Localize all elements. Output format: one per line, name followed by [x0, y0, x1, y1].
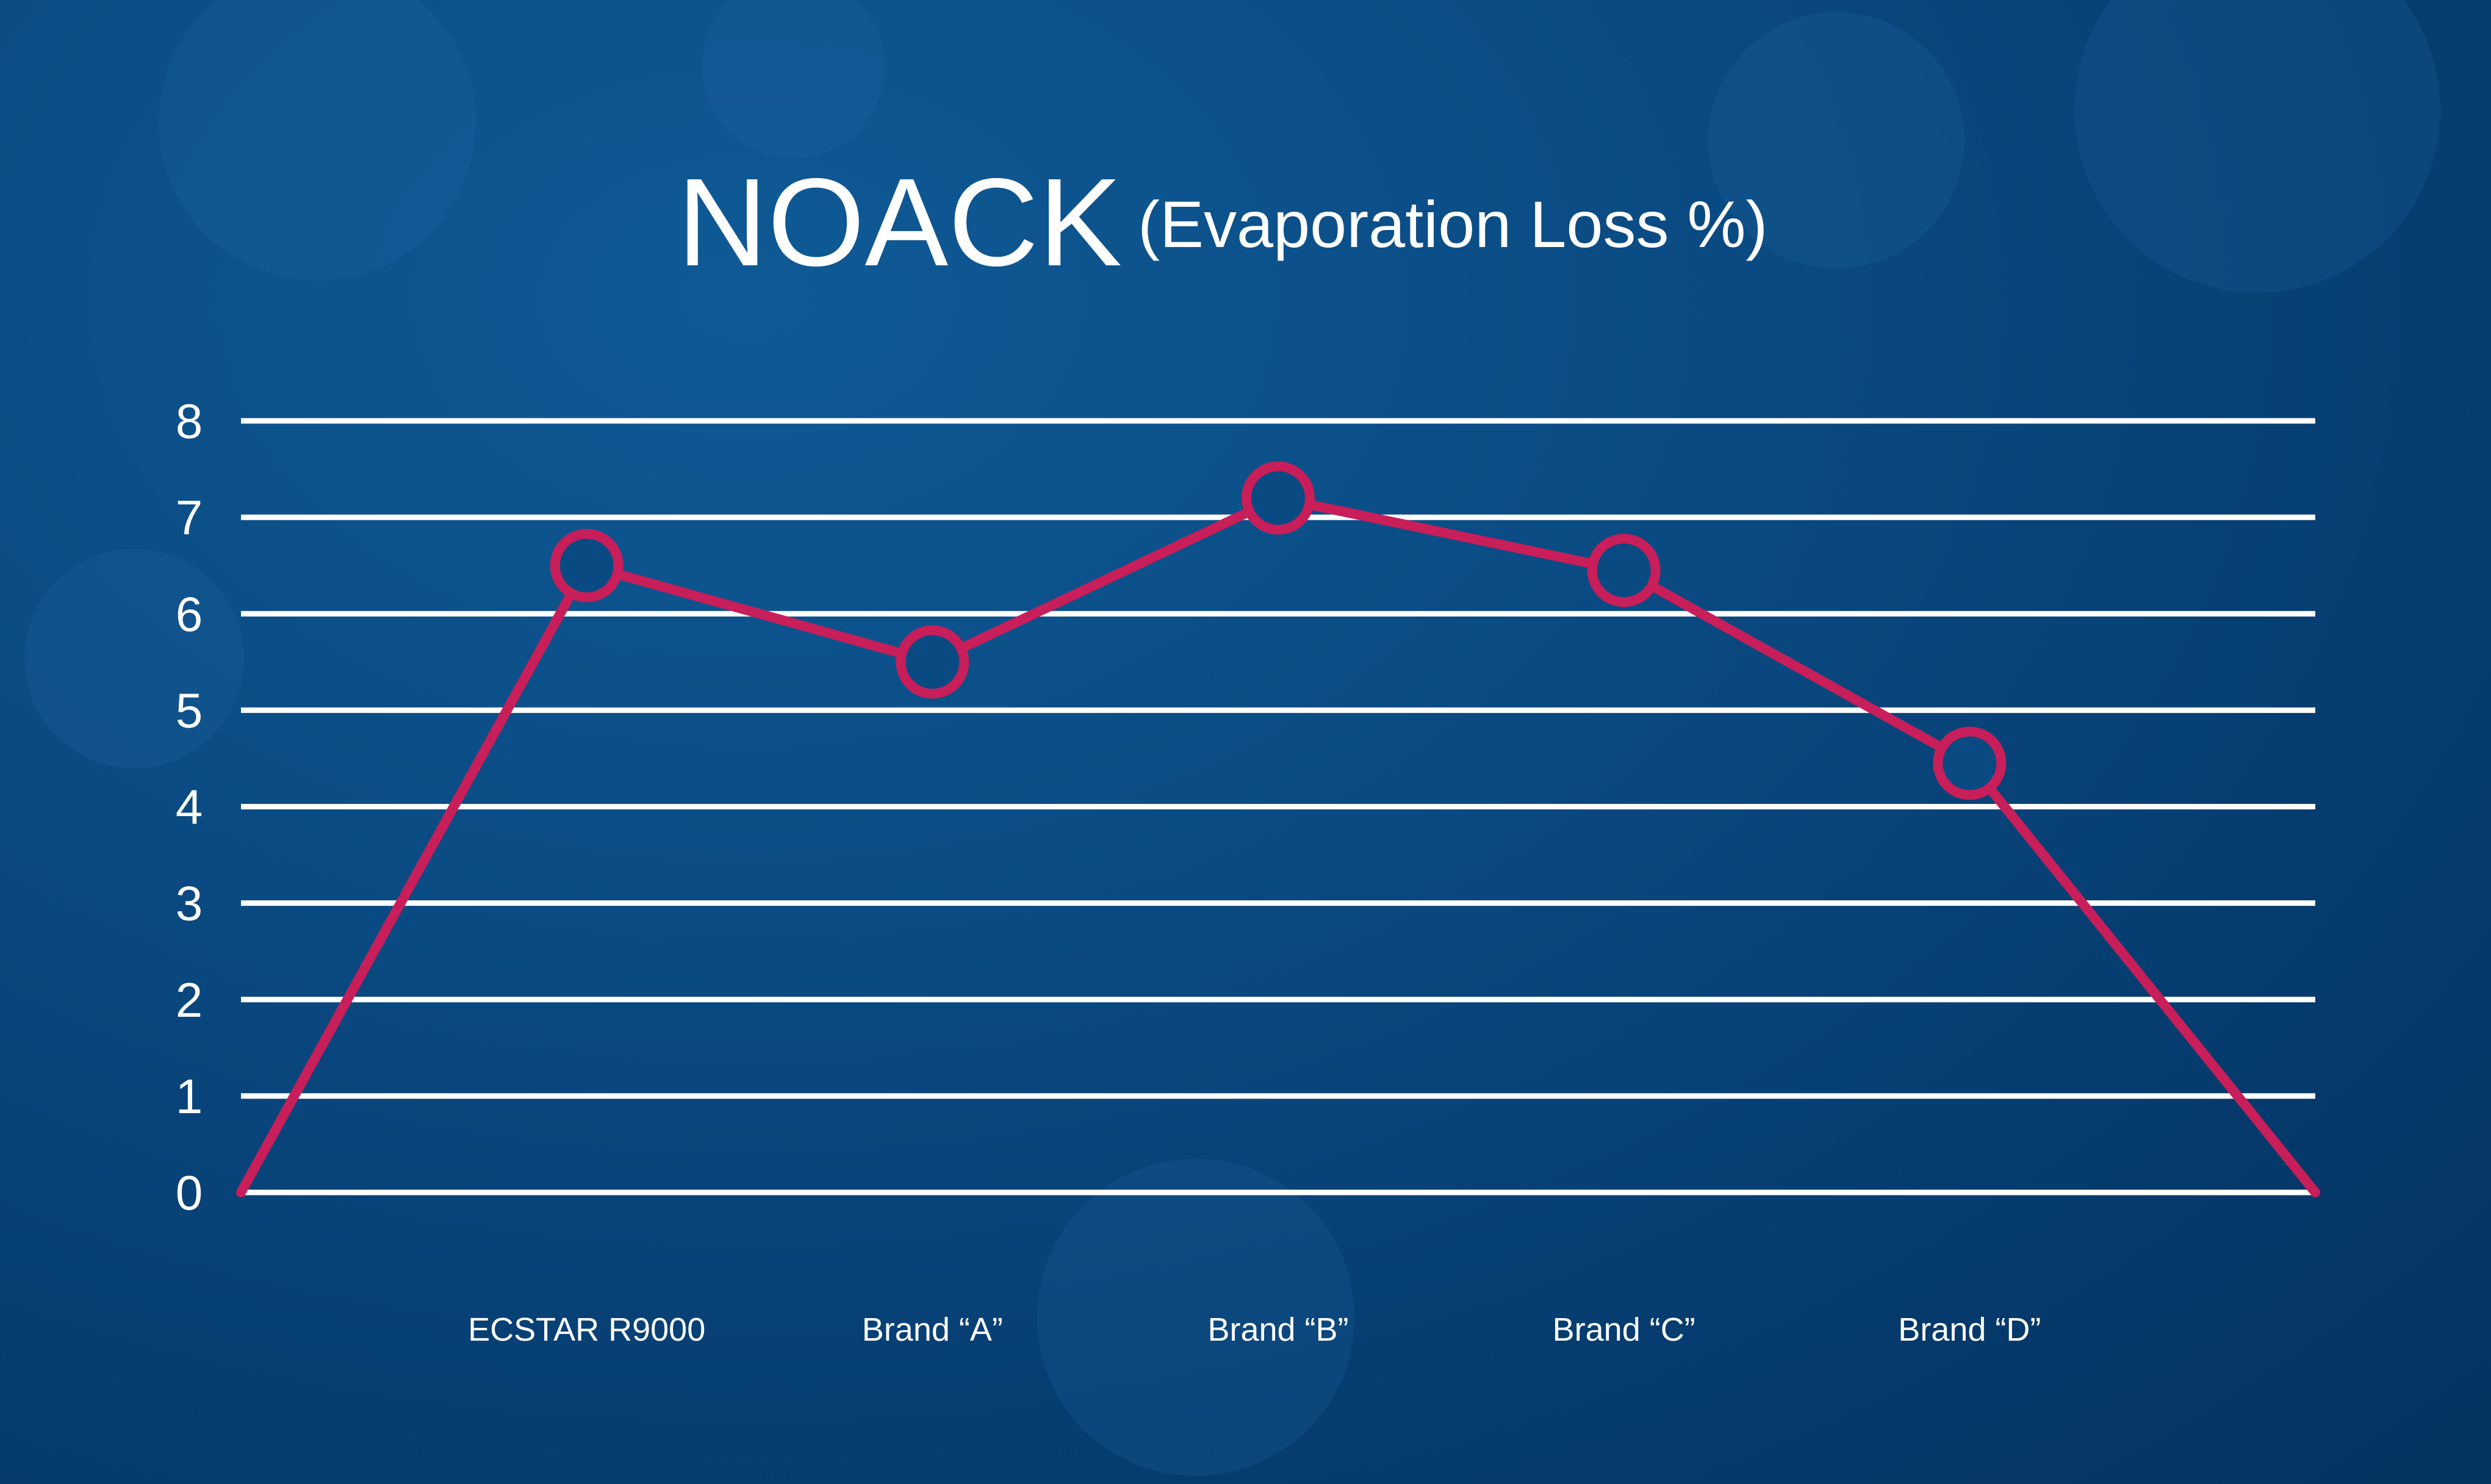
data-series — [236, 461, 2320, 1197]
y-tick-label: 6 — [176, 587, 203, 641]
bokeh-circle — [24, 549, 244, 769]
chart-title: NOACK — [677, 152, 1122, 292]
y-tick-label: 3 — [176, 876, 203, 931]
series-line — [236, 493, 2320, 1197]
y-tick-label: 2 — [176, 973, 203, 1027]
y-tick-label: 4 — [176, 780, 203, 834]
bokeh-circle — [702, 0, 885, 159]
x-tick-label: Brand “C” — [1553, 1311, 1695, 1348]
data-point — [1587, 534, 1661, 608]
data-point — [896, 625, 969, 699]
x-tick-label: ECSTAR R9000 — [468, 1311, 705, 1348]
chart-title-group: NOACK (Evaporation Loss %) — [677, 152, 1768, 292]
x-tick-label: Brand “D” — [1898, 1311, 2041, 1348]
x-tick-label: Brand “B” — [1207, 1311, 1348, 1348]
data-point — [1933, 726, 2007, 800]
y-tick-label: 1 — [176, 1069, 203, 1124]
data-point — [550, 529, 624, 603]
y-tick-label: 7 — [176, 490, 203, 545]
gridlines — [241, 418, 2315, 1195]
x-axis-ticks: ECSTAR R9000 Brand “A” Brand “B” Brand “C” B… — [468, 1311, 2041, 1348]
data-point — [1242, 461, 1315, 535]
bokeh-circle — [1037, 1159, 1354, 1476]
bokeh-circle — [159, 0, 476, 281]
bokeh-circle — [1708, 12, 1964, 268]
chart-subtitle: (Evaporation Loss %) — [1138, 187, 1768, 261]
y-tick-label: 5 — [176, 683, 203, 737]
y-tick-label: 0 — [176, 1166, 203, 1220]
y-axis-ticks: 0 1 2 3 4 5 6 7 8 — [176, 394, 203, 1220]
x-tick-label: Brand “A” — [862, 1311, 1003, 1348]
bokeh-circle — [2074, 0, 2440, 293]
y-tick-label: 8 — [176, 394, 203, 448]
